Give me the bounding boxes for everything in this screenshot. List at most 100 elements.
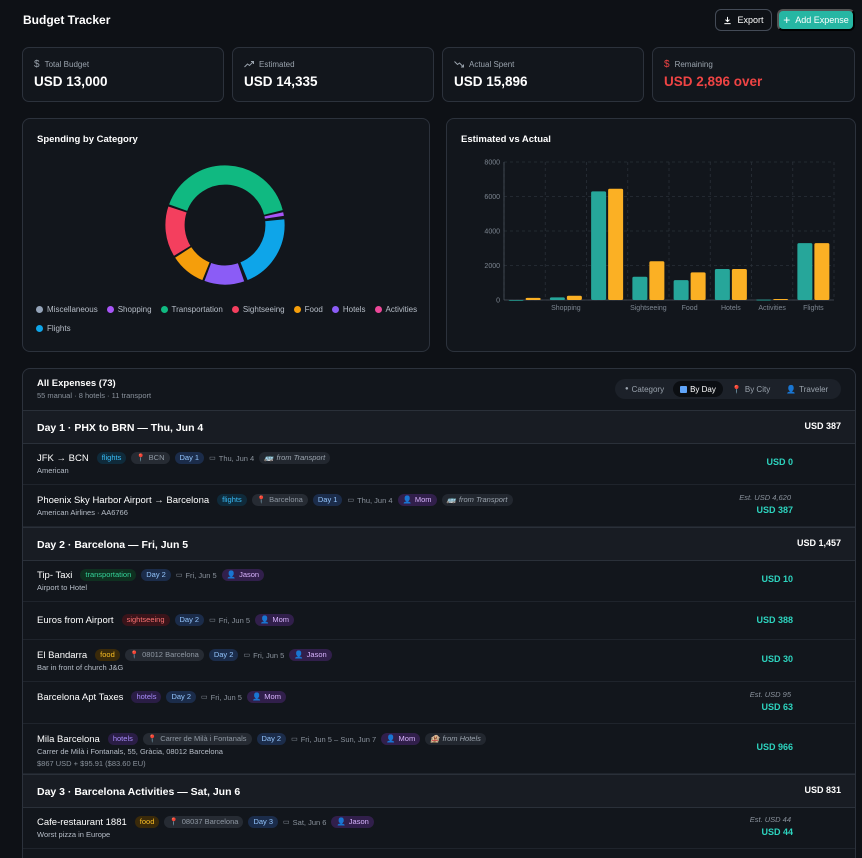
date-text: Fri, Jun 5 <box>185 570 217 580</box>
location-label: Carrer de Milà i Fontanals <box>160 734 247 743</box>
expense-name: El Bandarra <box>37 649 88 661</box>
bar <box>525 297 541 300</box>
expense-subtitle: Worst pizza in Europe <box>37 830 111 839</box>
expense-name: Barcelona Apt Taxes <box>37 691 124 703</box>
traveler-name: Jason <box>306 650 327 659</box>
legend-label: Sightseeing <box>242 304 285 314</box>
day-chip: Day 2 <box>256 733 287 745</box>
day-header[interactable]: Day 2 · Barcelona — Fri, Jun 5 USD 1,457 <box>23 527 855 561</box>
legend-item: Sightseeing <box>231 304 285 314</box>
toggle-category[interactable]: ● Category <box>618 381 671 397</box>
expense-row[interactable]: JFK → BCN flights 📍 BCN Day 1 ▭ Thu, Jun 4 🚌 fro… <box>23 443 855 485</box>
expense-name: Mila Barcelona <box>37 733 100 745</box>
source-label: from Transport <box>276 453 326 462</box>
donut-legend: Miscellaneous Shopping Transportation Sight… <box>36 304 421 333</box>
legend-swatch <box>160 305 168 313</box>
dot-icon: ● <box>625 386 629 392</box>
expense-amount: USD 387 <box>756 505 793 515</box>
location-label: 08037 Barcelona <box>181 817 239 826</box>
day-title: Day 1 · PHX to BRN — Thu, Jun 4 <box>37 422 204 434</box>
stat-card-total-budget: $ Total Budget USD 13,000 <box>22 47 224 102</box>
expense-name: JFK → BCN <box>37 452 89 464</box>
date-label: ▭ Fri, Jun 5 <box>176 571 217 580</box>
expense-row[interactable]: Euros from Airport sightseeing Day 2 ▭ Fri, … <box>23 602 855 640</box>
bar <box>508 300 524 301</box>
day-chip: Day 1 <box>174 452 205 464</box>
expense-row[interactable]: Cafe-restaurant 1881 food 📍 08037 Barcelona… <box>23 807 855 849</box>
day-header[interactable]: Day 1 · PHX to BRN — Thu, Jun 4 USD 387 <box>23 410 855 444</box>
expense-name: Euros from Airport <box>37 614 114 626</box>
x-tick-label: Food <box>682 305 698 312</box>
bar <box>566 295 582 300</box>
x-tick-label: Sightseeing <box>630 305 667 312</box>
traveler-chip: 👤 Mom <box>397 494 437 506</box>
legend-item: Food <box>293 305 323 314</box>
location-label: 08012 Barcelona <box>142 650 199 659</box>
export-label: Export <box>737 15 764 25</box>
bar <box>673 280 689 300</box>
calendar-icon: ▭ <box>209 455 216 462</box>
day-chip: Day 2 <box>141 569 171 581</box>
calendar-icon: ▭ <box>209 617 216 624</box>
person-icon: 👤 <box>260 615 270 624</box>
stat-card-remaining: $ Remaining USD 2,896 over <box>652 47 855 102</box>
toggle-label: By City <box>744 384 771 394</box>
stat-value: USD 13,000 <box>34 74 108 89</box>
bar <box>649 261 665 300</box>
plus-icon: + <box>783 12 791 27</box>
legend-item: Transportation <box>160 305 223 314</box>
day-chip: Day 2 <box>166 691 197 703</box>
traveler-name: Mom <box>398 734 416 743</box>
expense-row[interactable]: Phoenix Sky Harbor Airport → Barcelona fl… <box>23 485 855 527</box>
expense-subtitle: Bar in front of church J&G <box>37 663 124 672</box>
location-chip: 📍 Barcelona <box>251 494 308 506</box>
toggle-label: By Day <box>690 384 716 394</box>
bar <box>731 268 747 300</box>
location-label: BCN <box>148 453 165 462</box>
expense-row[interactable]: Tip- Taxi transportation Day 2 ▭ Fri, Jun 5 👤… <box>23 560 855 602</box>
date-label: ▭ Thu, Jun 4 <box>347 496 392 505</box>
x-tick-label: Hotels <box>721 305 741 312</box>
expense-tags: Cafe-restaurant 1881 food 📍 08037 Barcelona… <box>37 816 374 828</box>
legend-item: Miscellaneous <box>36 304 98 314</box>
donut-chart-title: Spending by Category <box>37 134 138 145</box>
bar-chart: 0 2000 4000 6000 8000 Shopping Sightseeing Food… <box>484 160 835 312</box>
export-button[interactable]: Export <box>715 9 772 31</box>
location-chip: 📍 08037 Barcelona <box>164 816 244 828</box>
expense-subtitle: American Airlines · AA6766 <box>37 508 128 517</box>
expense-amount: USD 30 <box>761 654 793 664</box>
estimated-amount: Est. USD 4,620 <box>739 493 791 502</box>
person-icon: 👤 <box>336 817 346 826</box>
donut-slice-shopping <box>263 211 285 220</box>
expense-row[interactable]: Barcelona Apt Taxes hotels Day 2 ▭ Fri, Jun … <box>23 682 855 724</box>
y-tick-label: 8000 <box>484 160 500 167</box>
expense-row[interactable]: Mila Barcelona hotels 📍 Carrer de Milà i Fo… <box>23 724 855 774</box>
y-tick-label: 4000 <box>484 229 500 236</box>
bus-icon: 🚌 <box>446 495 456 504</box>
legend-swatch <box>293 305 301 313</box>
pin-icon: 📍 <box>169 817 179 826</box>
spending-by-category-panel <box>22 118 430 352</box>
day-total: USD 831 <box>804 785 841 795</box>
legend-item: Hotels <box>331 305 366 314</box>
person-icon: 👤 <box>226 570 237 579</box>
expense-row[interactable]: El Bandarra food 📍 08012 Barcelona Day 2 ▭ Fri… <box>23 640 855 682</box>
pin-icon: 📍 <box>731 384 742 394</box>
day-total: USD 387 <box>804 421 841 431</box>
traveler-name: Mom <box>414 495 432 504</box>
toggle-by-city[interactable]: 📍 By City <box>725 381 777 397</box>
add-expense-button[interactable]: + Add Expense <box>777 9 855 31</box>
date-label: ▭ Fri, Jun 5 <box>209 616 250 625</box>
category-badge: food <box>134 816 160 828</box>
legend-label: Miscellaneous <box>47 304 98 314</box>
date-label: ▭ Fri, Jun 5 <box>201 693 242 702</box>
expense-tags: El Bandarra food 📍 08012 Barcelona Day 2 ▭ Fri… <box>37 649 332 661</box>
bar <box>814 243 830 300</box>
toggle-by-day[interactable]: By Day <box>673 381 723 397</box>
day-header[interactable]: Day 3 · Barcelona Activities — Sat, Jun … <box>23 774 855 808</box>
toggle-traveler[interactable]: 👤 Traveler <box>779 381 835 397</box>
traveler-name: Jason <box>239 570 260 579</box>
category-badge: food <box>95 649 120 661</box>
expense-amount: USD 63 <box>761 702 793 712</box>
estimated-vs-actual-panel <box>446 118 856 352</box>
